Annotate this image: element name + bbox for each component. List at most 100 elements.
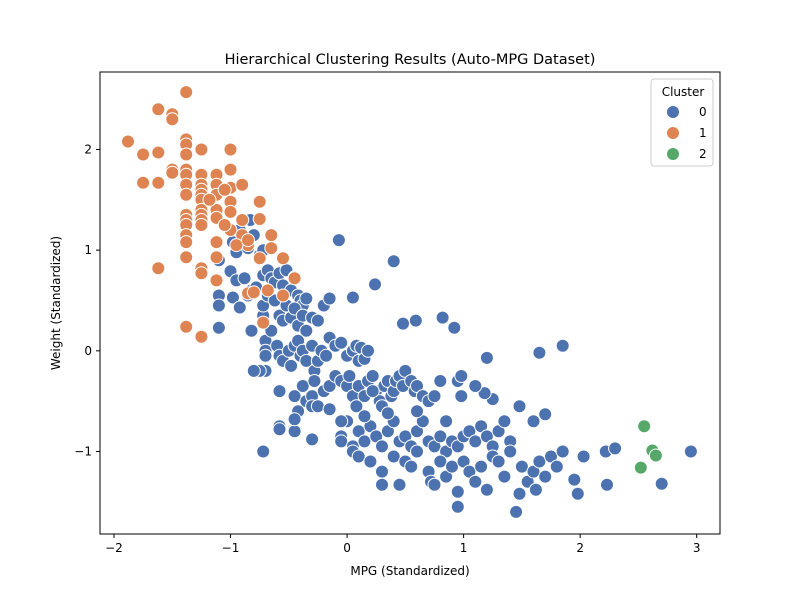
data-point-cluster-2 [633,460,648,475]
data-point-cluster-1 [209,235,224,250]
data-point-cluster-0 [468,474,483,489]
data-point-cluster-1 [287,271,302,286]
data-point-cluster-0 [299,291,314,306]
data-point-cluster-0 [427,389,442,404]
data-point-cluster-0 [246,363,261,378]
x-tick-label: −1 [222,541,240,555]
data-point-cluster-0 [375,464,389,479]
data-point-cluster-0 [284,358,299,373]
data-point-cluster-1 [136,175,151,190]
legend-label-1: 1 [699,126,707,140]
data-point-cluster-0 [287,412,302,427]
data-point-cluster-1 [179,250,194,265]
data-point-cluster-0 [439,414,454,429]
data-point-cluster-0 [375,477,389,492]
x-tick-label: 3 [693,541,701,555]
data-point-cluster-1 [235,213,250,227]
data-point-cluster-1 [151,102,166,117]
data-point-cluster-1 [256,315,271,330]
data-point-cluster-0 [526,414,541,429]
data-point-cluster-0 [497,469,512,484]
x-tick-label: 2 [576,541,584,555]
data-point-cluster-1 [194,266,209,281]
data-point-cluster-0 [345,290,360,305]
data-point-cluster-0 [322,402,337,417]
data-point-cluster-1 [136,147,151,162]
data-point-cluster-0 [386,449,401,464]
legend-label-0: 0 [699,105,707,119]
data-point-cluster-0 [319,348,334,363]
data-point-cluster-1 [217,218,232,232]
data-point-cluster-0 [287,424,302,439]
data-point-cluster-0 [538,469,553,484]
data-point-cluster-1 [260,283,275,298]
data-point-cluster-0 [375,439,389,454]
data-point-cluster-0 [600,477,614,492]
data-point-cluster-1 [235,177,250,192]
y-axis-label: Weight (Standardized) [49,236,63,370]
data-point-cluster-0 [272,422,287,437]
data-point-cluster-0 [386,254,401,269]
data-point-cluster-0 [334,414,349,429]
data-point-cluster-1 [223,162,238,177]
data-point-cluster-1 [223,204,238,219]
data-point-cluster-0 [503,444,518,459]
data-point-cluster-0 [404,459,419,474]
data-point-cluster-0 [351,449,366,464]
data-point-cluster-0 [474,459,489,474]
x-tick-label: −2 [105,541,123,555]
data-point-cluster-0 [357,409,372,424]
data-point-cluster-0 [322,291,337,306]
data-point-cluster-0 [479,482,494,497]
plot-frame [99,71,721,535]
data-point-cluster-1 [165,112,180,127]
data-point-cluster-0 [497,414,512,429]
y-tick-label: 2 [84,143,92,157]
data-point-cluster-1 [179,235,194,250]
data-point-cluster-1 [151,175,166,190]
data-point-cluster-0 [392,477,407,492]
data-point-cluster-1 [229,238,244,253]
data-point-cluster-0 [576,449,591,464]
data-point-cluster-0 [295,379,310,393]
data-point-cluster-0 [512,399,527,414]
data-point-cluster-1 [246,285,261,300]
data-point-cluster-2 [637,419,652,434]
data-point-cluster-1 [179,85,194,100]
legend: Cluster 0 1 2 [650,78,714,167]
data-point-cluster-0 [450,499,465,514]
data-point-cluster-1 [151,145,166,160]
data-point-cluster-1 [179,319,194,334]
data-point-cluster-1 [179,187,194,202]
y-axis-ticks: −1 0 1 2 [74,143,100,458]
data-point-cluster-1 [241,233,255,248]
data-point-cluster-1 [252,251,267,266]
data-point-cluster-0 [683,444,698,459]
data-point-cluster-0 [287,389,302,404]
data-point-cluster-0 [361,343,375,358]
data-point-cluster-0 [433,454,448,469]
data-point-cluster-2 [648,448,663,463]
y-tick-label: 0 [84,344,92,358]
data-point-cluster-1 [276,251,290,266]
data-point-cluster-0 [211,320,226,335]
data-point-cluster-0 [447,320,462,335]
data-point-cluster-1 [194,218,209,232]
data-point-cluster-0 [410,404,424,419]
data-point-cluster-1 [165,165,180,180]
data-point-cluster-0 [258,348,273,363]
data-point-cluster-1 [276,288,290,303]
x-axis-label: MPG (Standardized) [350,564,469,578]
data-point-cluster-1 [264,241,279,256]
data-point-cluster-0 [532,345,547,360]
data-point-cluster-0 [608,441,623,456]
y-tick-label: 1 [84,243,92,257]
data-point-cluster-0 [237,271,252,286]
data-point-cluster-0 [433,429,448,444]
legend-label-2: 2 [699,147,707,161]
data-point-cluster-1 [217,182,232,197]
data-point-cluster-0 [454,389,469,404]
x-tick-label: 0 [343,541,351,555]
data-point-cluster-0 [310,399,325,414]
